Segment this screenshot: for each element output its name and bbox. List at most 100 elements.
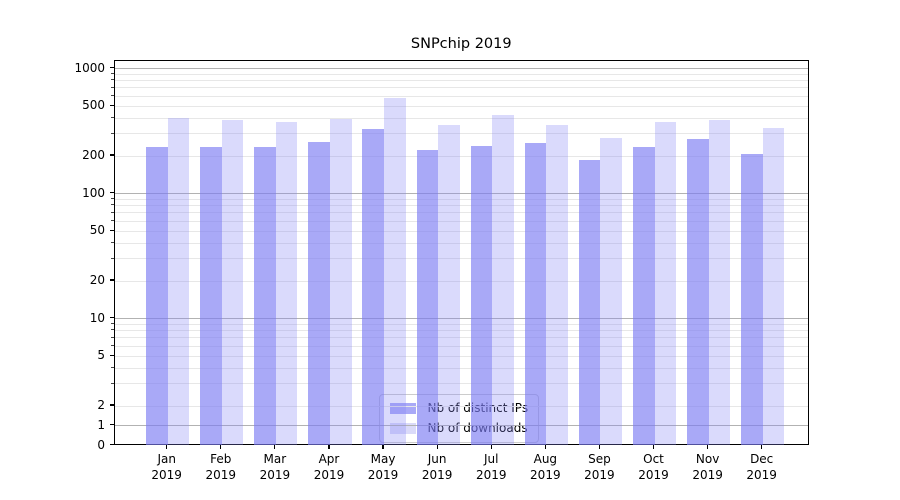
grid-line-minor [114, 280, 808, 282]
x-axis-tick-label: Jul 2019 [475, 452, 507, 482]
bar-downloads-jul [492, 114, 514, 446]
bar-downloads-sep [600, 138, 622, 446]
bar-downloads-dec [762, 127, 785, 446]
bar-distinct-ips-dec [741, 154, 763, 446]
y-axis-minor-tick [111, 219, 114, 221]
legend-swatch [389, 423, 416, 434]
y-axis-tick [109, 67, 114, 69]
grid-line-minor [114, 212, 808, 214]
x-axis-tick [166, 445, 168, 450]
y-axis-tick-label: 5 [97, 348, 105, 363]
bar-downloads-jan [167, 117, 190, 446]
x-axis-tick-label: Dec 2019 [746, 452, 777, 482]
bar-distinct-ips-feb [200, 147, 222, 446]
y-axis-minor-tick [111, 344, 114, 346]
y-axis-minor-tick [111, 72, 114, 74]
x-axis-tick-label: Feb 2019 [205, 452, 237, 482]
grid-line-minor [114, 323, 808, 325]
bar-downloads-nov [708, 120, 731, 446]
x-axis-tick-label: Jan 2019 [151, 452, 182, 482]
x-axis-tick-label: Oct 2019 [638, 452, 669, 482]
grid-line-minor [114, 198, 808, 200]
y-axis-tick-label: 50 [89, 223, 105, 238]
grid-line-minor [114, 230, 808, 232]
x-axis-tick-label: Sep 2019 [584, 452, 615, 482]
y-axis-minor-tick [111, 366, 114, 368]
y-axis-tick [109, 443, 114, 446]
bar-distinct-ips-may [362, 128, 385, 446]
grid-line-minor [114, 117, 808, 119]
y-axis-tick [109, 192, 114, 194]
bar-distinct-ips-jan [146, 147, 168, 446]
y-axis-tick [109, 354, 114, 356]
grid-line-minor [114, 73, 808, 75]
y-axis-tick-label: 100 [82, 185, 105, 200]
y-axis-minor-tick [111, 204, 114, 206]
bar-downloads-mar [275, 122, 298, 446]
x-axis-tick-label: Nov 2019 [692, 452, 723, 482]
y-axis-minor-tick [111, 329, 114, 331]
grid-line-minor [114, 80, 808, 82]
grid-line-minor [114, 405, 808, 407]
grid-line-minor [114, 383, 808, 385]
y-axis-minor-tick [111, 257, 114, 259]
bar-downloads-aug [546, 124, 568, 446]
grid-line-major [114, 318, 808, 320]
grid-line-minor [114, 330, 808, 332]
grid-line-minor [114, 133, 808, 135]
bar-downloads-may [384, 97, 406, 446]
y-axis-minor-tick [111, 79, 114, 81]
x-axis-tick [436, 445, 438, 450]
y-axis-minor-tick [111, 86, 114, 88]
plot-area: Nb of distinct IPs Nb of downloads [113, 60, 809, 446]
grid-line-major [114, 193, 808, 195]
bar-distinct-ips-jun [416, 149, 439, 446]
bar-distinct-ips-sep [578, 160, 601, 446]
bar-distinct-ips-apr [308, 141, 330, 446]
x-axis-tick-label: May 2019 [367, 452, 399, 482]
y-axis-tick [109, 104, 114, 106]
x-axis-tick-label: Apr 2019 [313, 452, 345, 482]
grid-line-minor [114, 242, 808, 244]
y-axis-minor-tick [111, 94, 114, 96]
y-axis-tick [109, 229, 114, 231]
x-axis-tick [652, 445, 655, 450]
grid-line-major [114, 68, 808, 70]
grid-line-minor [114, 220, 808, 222]
y-axis-minor-tick [111, 116, 114, 118]
y-axis-tick [109, 424, 114, 426]
x-axis-tick [761, 445, 763, 450]
grid-line-minor [114, 87, 808, 89]
x-axis-tick [598, 445, 600, 450]
bar-distinct-ips-jul [470, 146, 493, 446]
grid-line-minor [114, 367, 808, 369]
y-axis-tick [109, 279, 114, 281]
bar-downloads-apr [329, 119, 352, 446]
y-axis-minor-tick [111, 211, 114, 213]
x-axis-tick-label: Aug 2019 [530, 452, 561, 482]
y-axis-tick-label: 20 [89, 273, 105, 287]
x-axis-tick [328, 445, 330, 450]
y-axis-tick-label: 10 [89, 310, 105, 325]
y-axis-minor-tick [111, 382, 114, 384]
y-axis-tick-label: 1 [97, 417, 105, 432]
grid-line-minor [114, 258, 808, 260]
grid-line-minor [114, 155, 808, 157]
y-axis-minor-tick [111, 336, 114, 338]
grid-line-minor [114, 345, 808, 347]
grid-line-minor [114, 105, 808, 107]
y-axis-tick-label: 200 [82, 148, 105, 162]
bar-distinct-ips-oct [632, 146, 655, 446]
x-axis-tick [274, 445, 276, 450]
bar-downloads-oct [654, 122, 677, 446]
y-axis-tick [109, 154, 114, 156]
legend-swatch [389, 403, 416, 414]
x-axis-tick [707, 445, 709, 450]
chart-title: SNPchip 2019 [410, 36, 512, 52]
grid-line-minor [114, 355, 808, 357]
bar-distinct-ips-aug [524, 142, 547, 446]
bar-distinct-ips-nov [687, 139, 709, 446]
y-axis-tick-label: 2 [97, 398, 105, 412]
legend: Nb of distinct IPs Nb of downloads [378, 394, 540, 443]
y-axis-tick [109, 404, 114, 406]
